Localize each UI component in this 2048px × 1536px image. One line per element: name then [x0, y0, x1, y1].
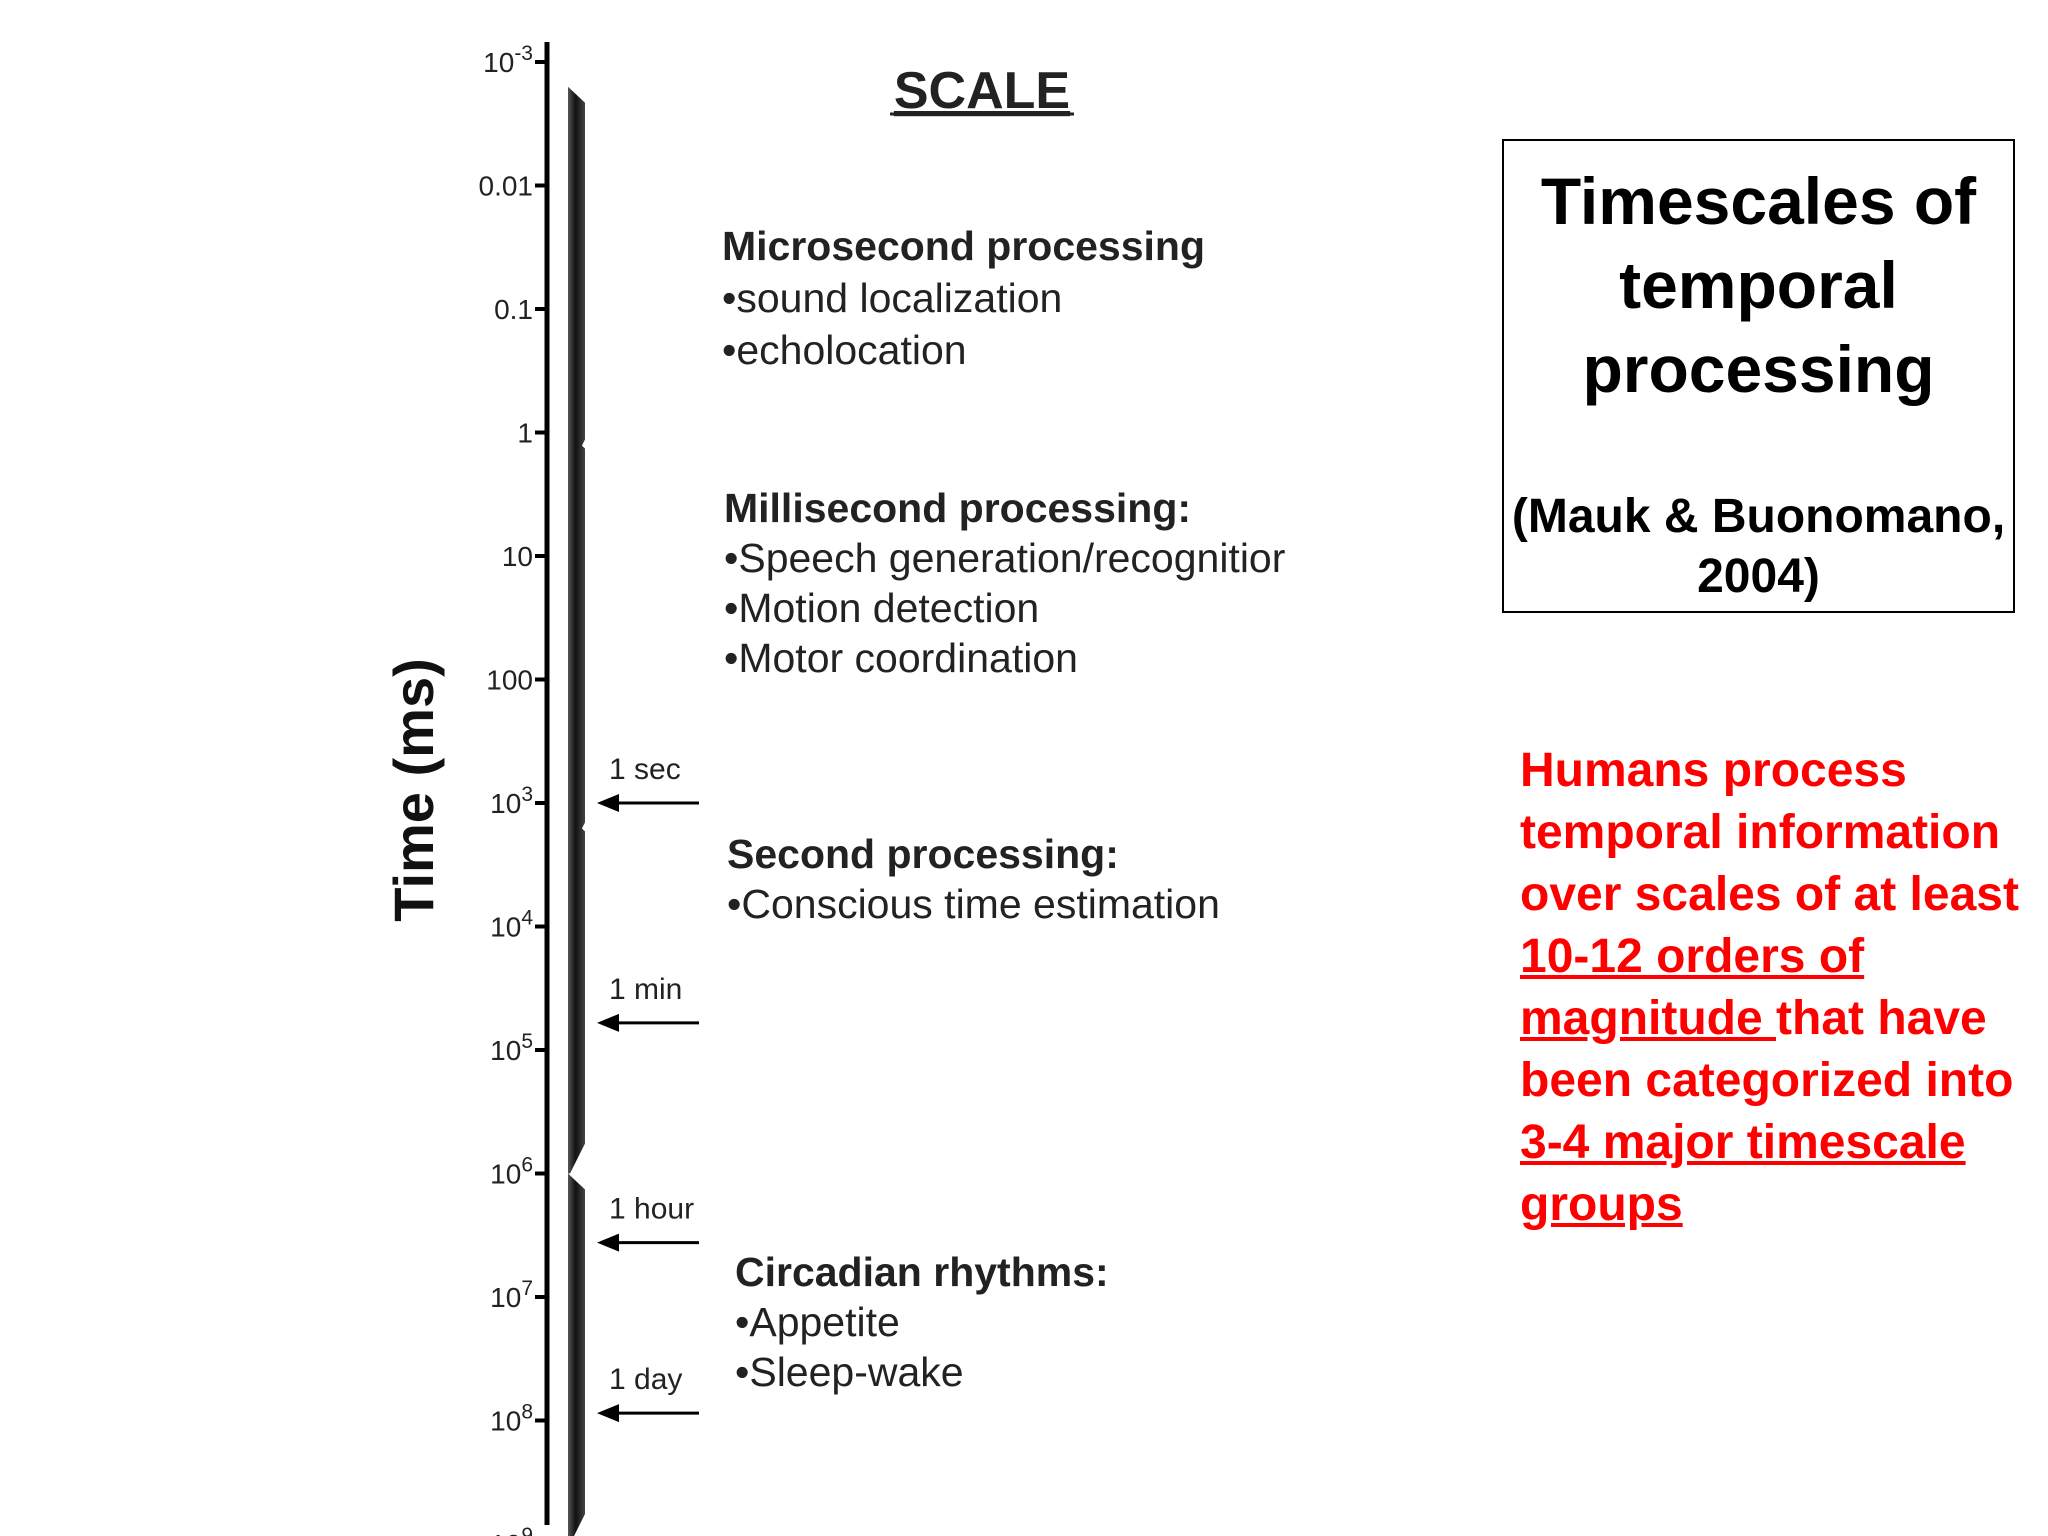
tick-label: 10-3: [483, 42, 533, 78]
group-item: •echolocation: [722, 327, 967, 373]
tick-label: 109: [490, 1524, 533, 1536]
group-item: •Motor coordination: [724, 635, 1078, 681]
group-heading: Microsecond processing: [722, 223, 1205, 269]
group-millisecond: Millisecond processing: •Speech generati…: [724, 485, 1285, 681]
bar-segment: [568, 86, 585, 470]
tick-label: 1: [517, 418, 533, 449]
tick-label: 103: [490, 783, 533, 819]
time-markers: 1 sec 1 min 1 hour 1 day: [597, 753, 699, 1423]
tick-label: 100: [486, 665, 533, 696]
group-heading: Second processing:: [727, 831, 1119, 877]
axis-ticks: 10-3 0.01 0.1 1 10 100 103 104 105 106 107 108 109: [479, 42, 547, 1536]
bar-segment: [568, 1173, 585, 1536]
marker-arrowhead: [597, 794, 619, 812]
title-box: Timescales of temporal processing (Mauk …: [1502, 139, 2015, 613]
tick-label: 108: [490, 1401, 533, 1437]
scale-title: SCALE: [894, 62, 1070, 120]
summary-part-1: Humans process temporal information over…: [1520, 744, 2019, 921]
group-item: •Conscious time estimation: [727, 881, 1220, 927]
tick-label: 10: [502, 541, 533, 572]
marker-label: 1 sec: [609, 753, 681, 786]
group-item: •Appetite: [735, 1299, 900, 1345]
tick-label: 107: [490, 1277, 533, 1313]
group-heading: Millisecond processing:: [724, 485, 1191, 531]
tick-label: 104: [490, 907, 533, 943]
group-item: •Sleep-wake: [735, 1349, 964, 1395]
group-second: Second processing: •Conscious time estim…: [727, 831, 1220, 927]
marker-arrowhead: [597, 1013, 619, 1032]
group-microsecond: Microsecond processing •sound localizati…: [722, 223, 1205, 373]
bar-segment: [568, 432, 585, 853]
tick-label: 0.01: [479, 171, 534, 202]
bar-segment: [568, 815, 585, 1174]
marker-arrowhead: [597, 1404, 619, 1423]
timescale-bar: [568, 86, 585, 1536]
summary-text: Humans process temporal information over…: [1520, 740, 2020, 1236]
marker-arrowhead: [597, 1233, 619, 1252]
group-item: •Motion detection: [724, 585, 1039, 631]
tick-label: 105: [490, 1030, 533, 1066]
marker-label: 1 day: [609, 1363, 682, 1396]
group-item: •Speech generation/recognitior: [724, 535, 1285, 581]
summary-underline-1: 10-12 orders of magnitude: [1520, 930, 1865, 1045]
group-item: •sound localization: [722, 275, 1062, 321]
citation: (Mauk & Buonomano, 2004): [1511, 490, 2006, 603]
y-axis-label: Time (ms): [382, 658, 445, 921]
group-circadian: Circadian rhythms: •Appetite •Sleep-wake: [735, 1249, 1109, 1395]
marker-label: 1 min: [609, 973, 682, 1006]
tick-label: 106: [490, 1154, 533, 1190]
group-heading: Circadian rhythms:: [735, 1249, 1109, 1295]
marker-label: 1 hour: [609, 1193, 694, 1226]
slide-title: Timescales of temporal processing: [1540, 164, 1977, 406]
tick-label: 0.1: [494, 294, 533, 325]
timescale-diagram: SCALE Time (ms) 10-30.010.11101001031041…: [382, 42, 1285, 1536]
summary-part-2: that have been categorized into: [1520, 992, 2014, 1107]
summary-underline-2: 3-4 major timescale groups: [1520, 1116, 1966, 1231]
